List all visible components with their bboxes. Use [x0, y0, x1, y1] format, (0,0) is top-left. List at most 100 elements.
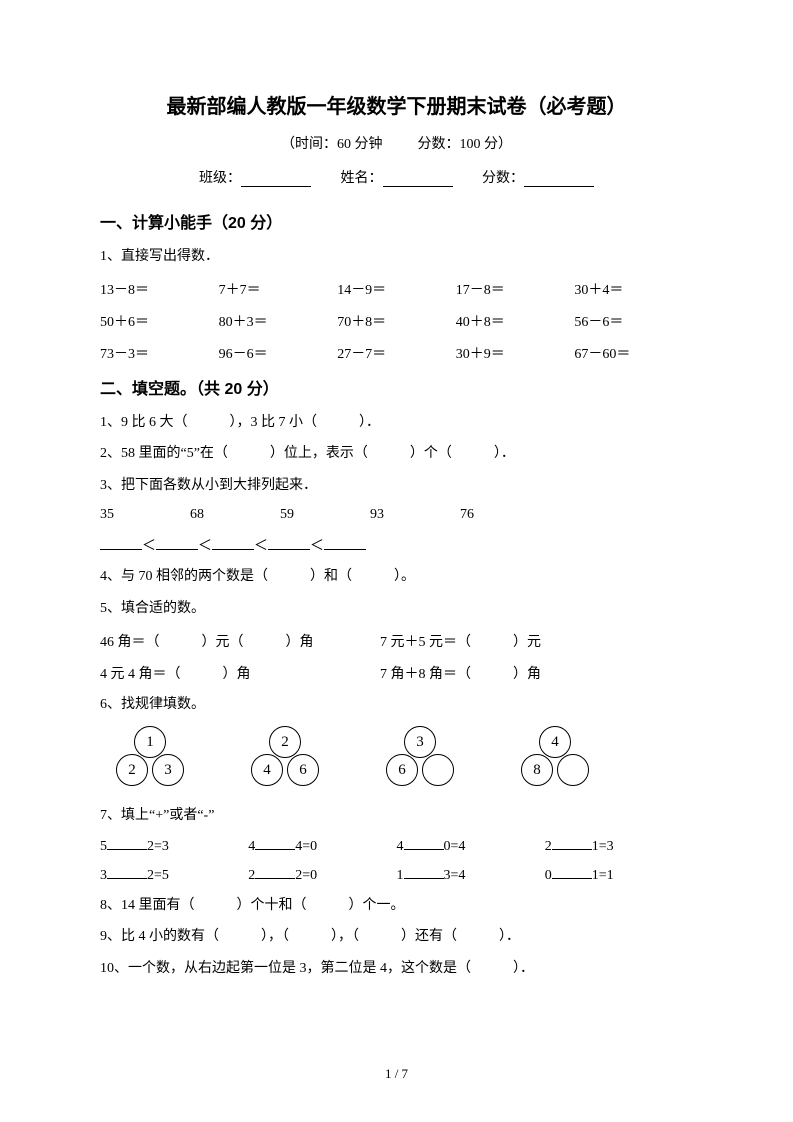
s2-q3-order: ＜＜＜＜ [100, 535, 693, 555]
s2-q7-row1: 5 2=3 4 4=0 40=4 2 1=3 [100, 838, 693, 855]
n: 2 [545, 839, 552, 854]
calc-row: 73－3＝ 96－6＝ 27－7＝ 30＋9＝ 67－60＝ [100, 343, 693, 363]
circle-top: 1 [134, 726, 166, 758]
cluster: 4 8 [515, 726, 595, 790]
s2-q7: 7、填上“+”或者“-” [100, 806, 693, 826]
order-blank [324, 538, 366, 550]
n: 2=5 [147, 868, 169, 883]
lt: ＜ [254, 539, 268, 554]
order-blank [268, 538, 310, 550]
score-label: 分数：100 分） [418, 137, 513, 152]
n: 4=0 [295, 839, 317, 854]
calc-cell: 13－8＝ [100, 279, 219, 299]
class-blank [241, 173, 311, 187]
n: 2 [248, 868, 255, 883]
page-title: 最新部编人教版一年级数学下册期末试卷（必考题） [100, 90, 693, 119]
s1-q1: 1、直接写出得数． [100, 247, 693, 267]
fill-cell: 2 1=3 [545, 838, 693, 855]
n: 1=3 [592, 839, 614, 854]
calc-cell: 27－7＝ [337, 343, 456, 363]
exam-meta: （时间：60 分钟 分数：100 分） [100, 133, 693, 153]
n: 2=3 [147, 839, 169, 854]
mark-blank [524, 173, 594, 187]
fill-cell: 40=4 [397, 838, 545, 855]
fill-cell: 5 2=3 [100, 838, 248, 855]
order-blank [100, 538, 142, 550]
s2-q7-row2: 3 2=5 2 2=0 13=4 0 1=1 [100, 867, 693, 884]
money-b: 7 角＋8 角＝（ ）角 [380, 663, 541, 683]
circle-br: 3 [152, 754, 184, 786]
n: 2=0 [295, 868, 317, 883]
fill-cell: 13=4 [397, 867, 545, 884]
op-blank [552, 838, 592, 850]
calc-cell: 40＋8＝ [456, 311, 575, 331]
op-blank [255, 838, 295, 850]
n: 0 [545, 868, 552, 883]
n: 3 [100, 868, 107, 883]
section-2-heading: 二、填空题。（共 20 分） [100, 375, 693, 399]
circle-bl: 6 [386, 754, 418, 786]
calc-cell: 80＋3＝ [219, 311, 338, 331]
fill-cell: 3 2=5 [100, 867, 248, 884]
num: 76 [460, 507, 550, 523]
calc-cell: 96－6＝ [219, 343, 338, 363]
circle-br [557, 754, 589, 786]
s2-q8: 8、14 里面有（ ）个十和（ ）个一。 [100, 896, 693, 916]
circle-clusters: 1 2 3 2 4 6 3 6 4 8 [110, 726, 693, 790]
lt: ＜ [198, 539, 212, 554]
money-a: 46 角＝（ ）元（ ）角 [100, 631, 380, 651]
order-blank [212, 538, 254, 550]
calc-cell: 56－6＝ [574, 311, 693, 331]
num: 68 [190, 507, 280, 523]
calc-row: 50＋6＝ 80＋3＝ 70＋8＝ 40＋8＝ 56－6＝ [100, 311, 693, 331]
s2-q3: 3、把下面各数从小到大排列起来． [100, 476, 693, 496]
money-b: 7 元＋5 元＝（ ）元 [380, 631, 541, 651]
num: 35 [100, 507, 190, 523]
money-a: 4 元 4 角＝（ ）角 [100, 663, 380, 683]
class-label: 班级： [199, 171, 241, 186]
order-blank [156, 538, 198, 550]
section-1-heading: 一、计算小能手（20 分） [100, 209, 693, 233]
cluster: 2 4 6 [245, 726, 325, 790]
calc-cell: 67－60＝ [574, 343, 693, 363]
n: 0=4 [444, 839, 466, 854]
op-blank [552, 867, 592, 879]
s2-q4: 4、与 70 相邻的两个数是（ ）和（ ）。 [100, 567, 693, 587]
n: 1=1 [592, 868, 614, 883]
fill-cell: 0 1=1 [545, 867, 693, 884]
calc-cell: 30＋9＝ [456, 343, 575, 363]
circle-br: 6 [287, 754, 319, 786]
n: 5 [100, 839, 107, 854]
s2-q9: 9、比 4 小的数有（ ），（ ），（ ）还有（ ）． [100, 927, 693, 947]
num: 59 [280, 507, 370, 523]
circle-br [422, 754, 454, 786]
calc-cell: 17－8＝ [456, 279, 575, 299]
circle-top: 2 [269, 726, 301, 758]
op-blank [255, 867, 295, 879]
fill-cell: 4 4=0 [248, 838, 396, 855]
cluster: 3 6 [380, 726, 460, 790]
calc-cell: 50＋6＝ [100, 311, 219, 331]
cluster: 1 2 3 [110, 726, 190, 790]
name-blank [383, 173, 453, 187]
calc-cell: 70＋8＝ [337, 311, 456, 331]
lt: ＜ [310, 539, 324, 554]
n: 4 [248, 839, 255, 854]
op-blank [107, 838, 147, 850]
s2-q10: 10、一个数，从右边起第一位是 3，第二位是 4，这个数是（ ）． [100, 959, 693, 979]
s2-q1: 1、9 比 6 大（ ），3 比 7 小（ ）． [100, 413, 693, 433]
circle-top: 3 [404, 726, 436, 758]
student-info: 班级： 姓名： 分数： [100, 167, 693, 187]
name-label: 姓名： [341, 171, 383, 186]
circle-bl: 2 [116, 754, 148, 786]
fill-cell: 2 2=0 [248, 867, 396, 884]
s2-q5-row1: 46 角＝（ ）元（ ）角 7 元＋5 元＝（ ）元 [100, 631, 693, 651]
s2-q5: 5、填合适的数。 [100, 599, 693, 619]
s2-q5-row2: 4 元 4 角＝（ ）角 7 角＋8 角＝（ ）角 [100, 663, 693, 683]
s2-q2: 2、58 里面的“5”在（ ）位上，表示（ ）个（ ）． [100, 444, 693, 464]
num: 93 [370, 507, 460, 523]
op-blank [404, 867, 444, 879]
calc-cell: 14－9＝ [337, 279, 456, 299]
n: 1 [397, 868, 404, 883]
calc-cell: 7＋7＝ [219, 279, 338, 299]
